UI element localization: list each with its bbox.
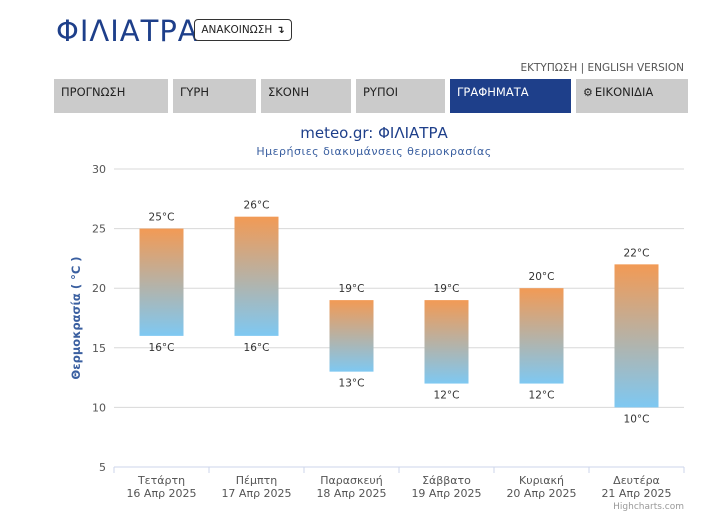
- chart-svg: meteo.gr: ΦΙΛΙΑΤΡΑ Ημερήσιες διακυμάνσει…: [69, 124, 685, 512]
- temperature-range-bar: [519, 288, 564, 384]
- announcement-button[interactable]: ΑΝΑΚΟΙΝΩΣΗ ↴: [194, 19, 292, 41]
- y-tick-label: 15: [92, 342, 106, 355]
- temperature-chart: meteo.gr: ΦΙΛΙΑΤΡΑ Ημερήσιες διακυμάνσει…: [0, 118, 704, 528]
- high-temp-label: 20°C: [529, 271, 555, 283]
- tab-pollutants[interactable]: ΡΥΠΟΙ: [356, 79, 445, 113]
- tab-label: ΡΥΠΟΙ: [363, 85, 399, 99]
- tab-label: ΠΡΟΓΝΩΣΗ: [61, 85, 126, 99]
- page-title: ΦΙΛΙΑΤΡΑ: [56, 14, 199, 48]
- high-temp-label: 19°C: [339, 283, 365, 295]
- x-category-date: 16 Απρ 2025: [126, 487, 196, 500]
- tab-label: ΕΙΚΟΝΙΔΙΑ: [594, 85, 654, 99]
- temperature-range-bar: [424, 300, 469, 384]
- highcharts-credit[interactable]: Highcharts.com: [613, 502, 684, 512]
- chart-subtitle: Ημερήσιες διακυμάνσεις θερμοκρασίας: [256, 145, 491, 158]
- tab-label: ΓΥΡΗ: [180, 85, 210, 99]
- chart-title: meteo.gr: ΦΙΛΙΑΤΡΑ: [300, 124, 448, 142]
- y-axis: 5 10 15 20 25 30: [92, 163, 106, 474]
- x-category-date: 21 Απρ 2025: [601, 487, 671, 500]
- high-temp-label: 25°C: [149, 212, 175, 224]
- x-category-date: 17 Απρ 2025: [221, 487, 291, 500]
- low-temp-label: 13°C: [339, 378, 365, 390]
- x-category-day: Τετάρτη: [137, 474, 185, 487]
- y-tick-label: 30: [92, 163, 106, 176]
- bar-series: 25°C 16°C 26°C 16°C 19°C 13°C 19°C 12°C 20°C 12°C…: [139, 200, 659, 425]
- link-separator: |: [580, 62, 585, 74]
- x-category-date: 18 Απρ 2025: [316, 487, 386, 500]
- tab-forecast[interactable]: ΠΡΟΓΝΩΣΗ: [54, 79, 168, 113]
- tab-charts[interactable]: ΓΡΑΦΗΜΑΤΑ: [450, 79, 571, 113]
- top-links: ΕΚΤΥΠΩΣΗ | ENGLISH VERSION: [521, 62, 685, 74]
- tab-label: ΣΚΟΝΗ: [268, 85, 310, 99]
- tab-pollen[interactable]: ΓΥΡΗ: [173, 79, 256, 113]
- low-temp-label: 12°C: [529, 390, 555, 402]
- x-category-day: Κυριακή: [519, 474, 564, 487]
- x-category-day: Δευτέρα: [613, 474, 660, 487]
- temperature-range-bar: [329, 300, 374, 372]
- tab-icons[interactable]: ⚙ ΕΙΚΟΝΙΔΙΑ: [576, 79, 688, 113]
- low-temp-label: 12°C: [434, 390, 460, 402]
- high-temp-label: 26°C: [244, 200, 270, 212]
- high-temp-label: 22°C: [624, 247, 650, 259]
- low-temp-label: 10°C: [624, 413, 650, 425]
- print-link[interactable]: ΕΚΤΥΠΩΣΗ: [520, 62, 578, 74]
- x-category-day: Πέμπτη: [236, 474, 277, 487]
- x-category-day: Παρασκευή: [320, 474, 383, 487]
- temperature-range-bar: [234, 216, 279, 336]
- low-temp-label: 16°C: [149, 342, 175, 354]
- english-version-link[interactable]: ENGLISH VERSION: [587, 62, 684, 74]
- tab-dust[interactable]: ΣΚΟΝΗ: [261, 79, 351, 113]
- announcement-button-label: ΑΝΑΚΟΙΝΩΣΗ: [201, 24, 273, 36]
- high-temp-label: 19°C: [434, 283, 460, 295]
- x-category-day: Σάββατο: [422, 474, 471, 487]
- x-category-date: 19 Απρ 2025: [411, 487, 481, 500]
- temperature-range-bar: [139, 228, 184, 336]
- y-axis-title: Θερμοκρασία ( °C ): [69, 256, 83, 379]
- gear-icon: ⚙: [583, 86, 593, 99]
- low-temp-label: 16°C: [244, 342, 270, 354]
- grid-lines: [114, 168, 684, 408]
- temperature-range-bar: [614, 264, 659, 408]
- y-tick-label: 25: [92, 223, 106, 236]
- tab-label: ΓΡΑΦΗΜΑΤΑ: [457, 85, 529, 99]
- y-tick-label: 20: [92, 282, 106, 295]
- y-tick-label: 5: [99, 461, 106, 474]
- x-category-date: 20 Απρ 2025: [506, 487, 576, 500]
- arrow-turn-icon: ↴: [276, 24, 285, 36]
- y-tick-label: 10: [92, 401, 106, 414]
